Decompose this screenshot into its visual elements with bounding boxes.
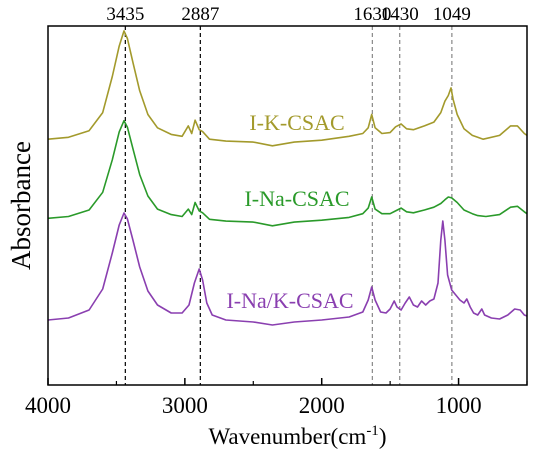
x-axis-label-main: Wavenumber(cm [209, 424, 367, 449]
x-axis-label-suffix: ) [379, 424, 387, 449]
series-label-i-na-csac: I-Na-CSAC [244, 186, 349, 211]
x-axis-label-superscript: -1 [366, 423, 379, 439]
series-label-i-na-k-csac: I-Na/K-CSAC [226, 288, 353, 313]
x-axis-ticks: 4000 3000 2000 1000 [25, 378, 528, 418]
y-axis-label: Absorbance [6, 141, 36, 270]
peak-label-1630: 1630 [353, 4, 391, 25]
x-tick-label-1000: 1000 [436, 393, 482, 418]
x-tick-label-3000: 3000 [162, 393, 208, 418]
series-label-i-k-csac: I-K-CSAC [249, 110, 344, 135]
series-group [47, 30, 528, 326]
plot-frame [47, 25, 528, 386]
peak-label-3435: 3435 [106, 4, 144, 25]
series-line-i-na-k-csac [47, 212, 528, 326]
peak-label-2887: 2887 [181, 4, 219, 25]
series-label-group: I-K-CSAC I-Na-CSAC I-Na/K-CSAC [226, 110, 353, 313]
x-axis-label: Wavenumber(cm-1) [209, 423, 387, 449]
series-line-i-na-csac [47, 119, 528, 227]
peak-label-1430: 1430 [381, 4, 419, 25]
x-tick-label-4000: 4000 [25, 393, 71, 418]
series-line-i-k-csac [47, 30, 528, 147]
peak-label-1049: 1049 [433, 4, 471, 25]
x-tick-label-2000: 2000 [299, 393, 345, 418]
